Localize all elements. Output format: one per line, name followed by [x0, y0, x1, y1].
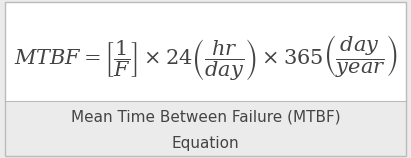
Text: Mean Time Between Failure (MTBF): Mean Time Between Failure (MTBF)	[71, 109, 340, 124]
FancyBboxPatch shape	[5, 3, 406, 101]
Text: $\mathit{MTBF} = \left[\dfrac{1}{F}\right] \times 24\left(\dfrac{hr}{day}\right): $\mathit{MTBF} = \left[\dfrac{1}{F}\righ…	[14, 33, 397, 83]
Text: Equation: Equation	[172, 136, 239, 151]
